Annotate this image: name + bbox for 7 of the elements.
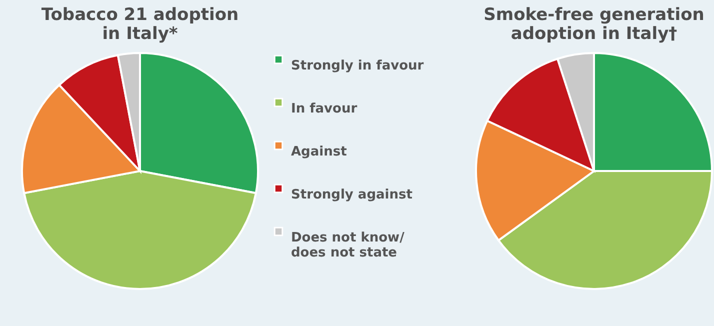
- legend-label: Strongly in favour: [291, 58, 424, 74]
- chart-title: Smoke-free generation adoption in Italy†: [484, 5, 704, 44]
- chart-title: Tobacco 21 adoption in Italy*: [41, 5, 239, 44]
- legend-label: Against: [291, 144, 347, 160]
- legend-label: In favour: [291, 102, 358, 116]
- legend-label: Does not know/ does not state: [291, 230, 405, 260]
- legend-label: Strongly against: [291, 188, 412, 202]
